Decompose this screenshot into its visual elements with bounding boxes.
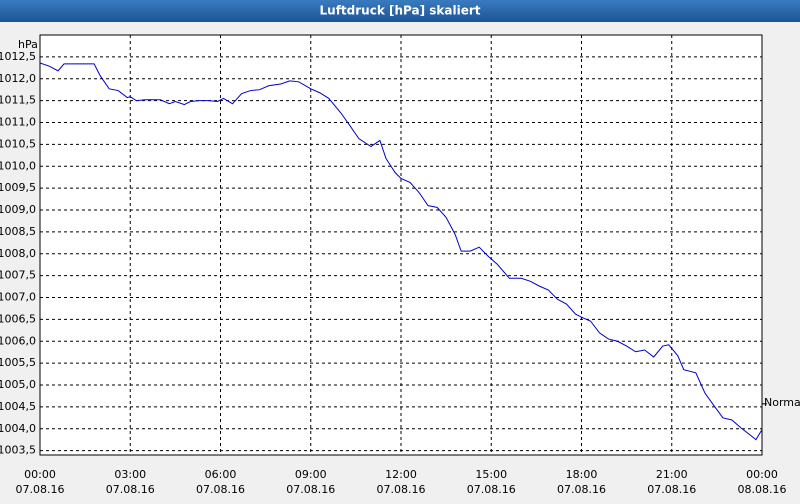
x-tick-label: 00:00 (746, 468, 778, 481)
x-tick-date: 08.08.16 (738, 483, 787, 496)
y-tick-label: 1006,0 (0, 334, 36, 347)
y-unit: hPa (18, 38, 38, 51)
y-tick-label: 1004,5 (0, 400, 36, 413)
x-tick-label: 06:00 (205, 468, 237, 481)
data-line (39, 62, 763, 441)
y-tick-label: 1009,0 (0, 203, 36, 216)
reference-label: Normal (764, 396, 800, 409)
y-tick-label: 1011,0 (0, 116, 36, 129)
x-tick-label: 15:00 (475, 468, 507, 481)
x-tick-date: 07.08.16 (557, 483, 606, 496)
y-tick-label: 1005,0 (0, 378, 36, 391)
x-tick-date: 07.08.16 (467, 483, 516, 496)
x-tick-label: 21:00 (656, 468, 688, 481)
x-tick-label: 12:00 (385, 468, 417, 481)
x-tick-date: 07.08.16 (647, 483, 696, 496)
chart-title: Luftdruck [hPa] skaliert (320, 4, 481, 18)
y-tick-label: 1007,0 (0, 291, 36, 304)
y-tick-label: 1009,5 (0, 181, 36, 194)
y-tick-label: 1004,0 (0, 422, 36, 435)
y-tick-label: 1010,5 (0, 137, 36, 150)
x-tick-label: 18:00 (566, 468, 598, 481)
y-tick-label: 1010,0 (0, 159, 36, 172)
x-tick-date: 07.08.16 (196, 483, 245, 496)
y-tick-label: 1012,0 (0, 72, 36, 85)
y-tick-label: 1012,5 (0, 50, 36, 63)
x-tick-label: 09:00 (295, 468, 327, 481)
x-tick-label: 00:00 (24, 468, 56, 481)
x-tick-date: 07.08.16 (106, 483, 155, 496)
x-tick-label: 03:00 (114, 468, 146, 481)
x-tick-date: 07.08.16 (16, 483, 65, 496)
y-tick-label: 1006,5 (0, 312, 36, 325)
x-tick-date: 07.08.16 (286, 483, 335, 496)
y-tick-label: 1003,5 (0, 444, 36, 457)
y-tick-label: 1011,5 (0, 94, 36, 107)
y-tick-label: 1005,5 (0, 356, 36, 369)
title-bar (0, 0, 800, 22)
y-tick-label: 1008,0 (0, 247, 36, 260)
y-tick-label: 1007,5 (0, 269, 36, 282)
y-tick-label: 1008,5 (0, 225, 36, 238)
x-tick-date: 07.08.16 (377, 483, 426, 496)
